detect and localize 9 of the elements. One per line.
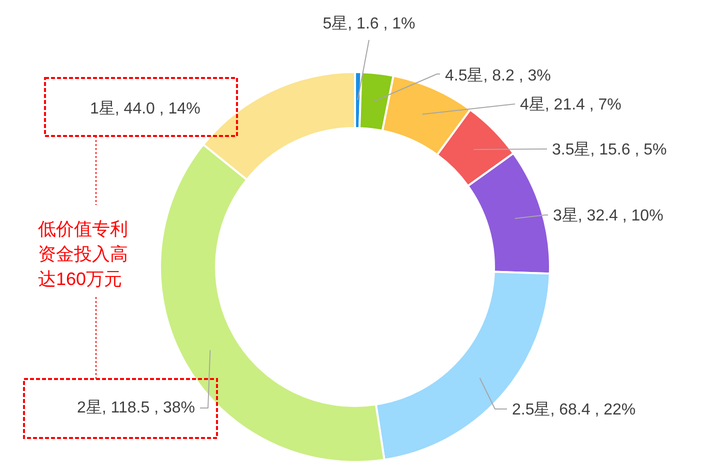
slice-label: 3星, 32.4 , 10% xyxy=(553,208,664,224)
slice-label: 4星, 21.4 , 7% xyxy=(520,96,622,114)
slice-label: 5星, 1.6 , 1% xyxy=(322,16,416,32)
slice-label: 2星, 118.5 , 38% xyxy=(77,400,195,416)
slice-label: 3.5星, 15.6 , 5% xyxy=(552,142,667,158)
slice-label: 2.5星, 68.4 , 22% xyxy=(512,402,636,418)
slice-label: 4.5星, 8.2 , 3% xyxy=(445,68,551,84)
slice-label: 1星, 44.0 , 14% xyxy=(90,100,200,118)
text: 低价值专利资金投入高达160万元 xyxy=(38,218,129,291)
